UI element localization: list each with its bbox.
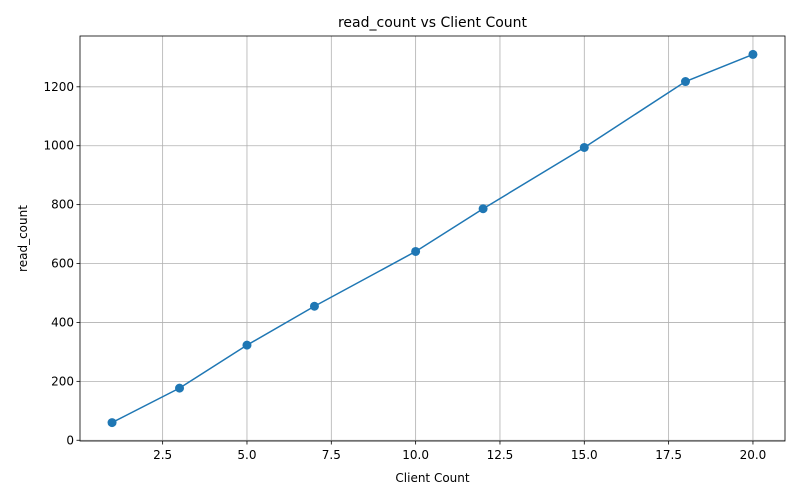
y-tick-label: 0 [66, 433, 74, 447]
y-axis-ticks: 0 200 400 600 800 1000 1200 [43, 80, 80, 447]
grid-lines [80, 36, 785, 441]
data-point [107, 418, 117, 428]
data-point [411, 246, 421, 256]
data-point [680, 77, 690, 87]
x-tick-label: 15.0 [571, 448, 598, 462]
plot-frame [79, 35, 786, 442]
y-axis-label: read_count [16, 205, 30, 272]
data-point [309, 301, 319, 311]
x-tick-label: 7.5 [322, 448, 341, 462]
chart-title: read_count vs Client Count [338, 15, 528, 31]
data-point [748, 49, 758, 59]
series-group [107, 49, 758, 428]
y-tick-label: 600 [51, 257, 74, 271]
x-tick-label: 10.0 [402, 448, 429, 462]
data-point [579, 142, 589, 152]
plot-area [80, 36, 785, 441]
y-tick-label: 1000 [43, 139, 74, 153]
x-axis-label: Client Count [395, 471, 469, 485]
data-point [478, 204, 488, 214]
y-tick-label: 400 [51, 315, 74, 329]
x-tick-label: 20.0 [740, 448, 767, 462]
data-point [175, 383, 185, 393]
x-tick-label: 17.5 [655, 448, 682, 462]
y-tick-label: 1200 [43, 80, 74, 94]
x-axis-ticks: 2.5 5.0 7.5 10.0 12.5 15.0 17.5 20.0 [153, 441, 766, 462]
y-tick-label: 800 [51, 198, 74, 212]
x-tick-label: 5.0 [237, 448, 256, 462]
x-tick-label: 12.5 [487, 448, 514, 462]
x-tick-label: 2.5 [153, 448, 172, 462]
data-point [242, 340, 252, 350]
y-tick-label: 200 [51, 374, 74, 388]
